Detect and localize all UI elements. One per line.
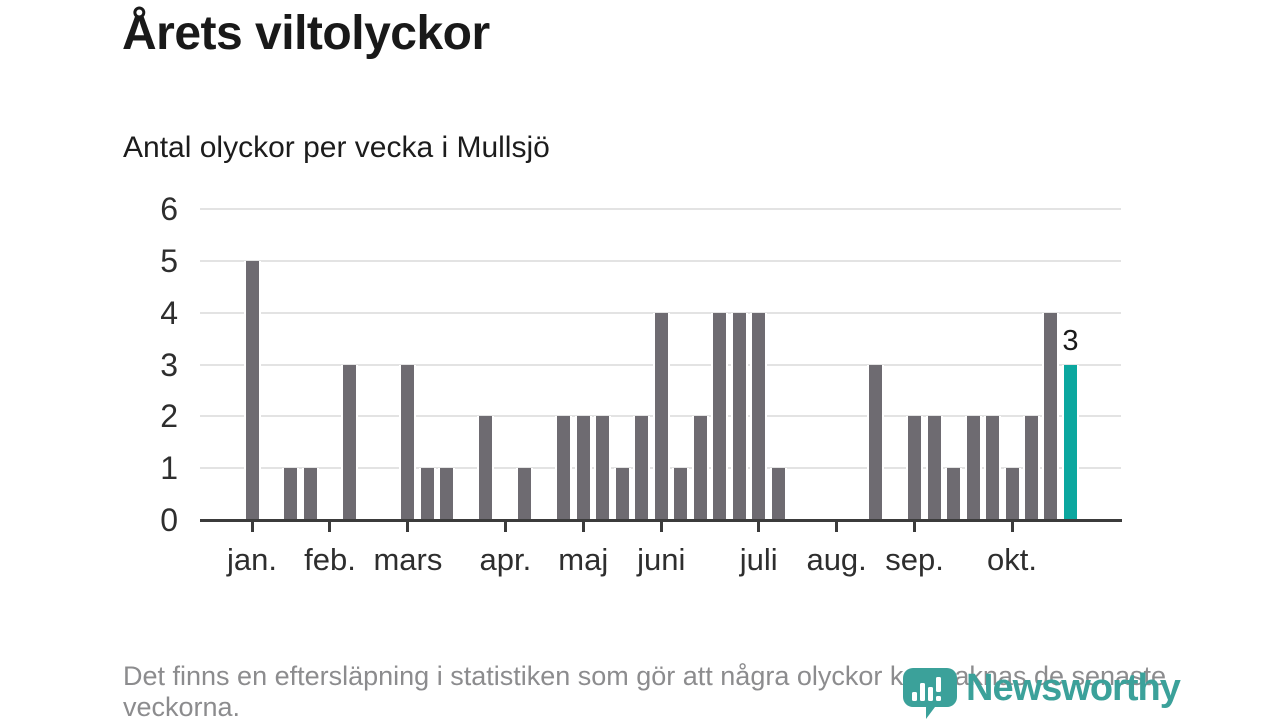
newsworthy-wordmark: Newsworthy <box>966 667 1181 709</box>
bar-week-43 <box>1022 416 1040 520</box>
x-axis-label-maj: maj <box>558 542 609 577</box>
x-axis-tick-mars <box>406 521 410 532</box>
bar-week-28 <box>730 312 748 520</box>
bar-week-44 <box>1042 312 1060 520</box>
x-axis-label-aug: aug. <box>806 542 867 577</box>
y-axis-label-5: 5 <box>160 243 178 279</box>
bar-week-6 <box>301 468 319 520</box>
y-axis-label-2: 2 <box>160 398 178 435</box>
gridline-y5 <box>200 260 1121 262</box>
highlight-bar-week-45 <box>1061 364 1079 520</box>
y-axis-label-6: 6 <box>160 191 178 228</box>
x-axis-tick-okt <box>1010 521 1014 532</box>
footer-note: Det finns en eftersläpning i statistiken… <box>123 661 1167 720</box>
x-axis-tick-juni <box>659 521 663 532</box>
bar-week-11 <box>399 364 417 520</box>
bar-week-5 <box>282 468 300 520</box>
newsworthy-pin-icon <box>903 668 957 719</box>
x-axis-tick-apr <box>503 521 507 532</box>
bar-week-29 <box>750 312 768 520</box>
x-axis-label-jan: jan. <box>227 542 277 577</box>
x-axis-label-juli: juli <box>739 542 778 577</box>
bar-week-42 <box>1003 468 1021 520</box>
bar-week-21 <box>594 416 612 520</box>
gridline-y6 <box>200 208 1121 211</box>
y-axis-label-1: 1 <box>160 450 178 487</box>
page-title: Årets viltolyckor <box>122 7 490 60</box>
bar-value-label: 3 <box>1062 324 1079 357</box>
x-axis-label-mars: mars <box>373 542 443 577</box>
bar-week-40 <box>964 416 982 520</box>
bar-week-23 <box>633 416 651 520</box>
bar-week-25 <box>672 468 690 520</box>
bar-week-12 <box>418 468 436 520</box>
bar-week-35 <box>867 364 885 520</box>
x-axis-tick-jan <box>250 521 254 532</box>
x-axis-label-apr: apr. <box>479 542 532 577</box>
bar-week-37 <box>906 416 924 520</box>
y-axis-label-4: 4 <box>160 294 178 331</box>
x-axis-tick-feb <box>328 521 332 532</box>
bar-week-17 <box>516 468 534 520</box>
x-axis-label-okt: okt. <box>987 542 1037 577</box>
x-axis-label-juni: juni <box>637 542 686 577</box>
newsworthy-logo: Newsworthy <box>903 667 1181 720</box>
x-axis-tick-aug <box>835 521 839 532</box>
x-axis-line <box>200 519 1122 522</box>
bar-week-15 <box>477 416 495 520</box>
x-axis-tick-maj <box>581 521 585 532</box>
y-axis-label-3: 3 <box>160 346 178 383</box>
x-axis-tick-juli <box>757 521 761 532</box>
x-axis-tick-sep <box>913 521 917 532</box>
bar-week-22 <box>613 468 631 520</box>
bar-week-26 <box>691 416 709 520</box>
bar-week-13 <box>438 468 456 520</box>
x-axis-label-sep: sep. <box>885 542 944 577</box>
bar-week-19 <box>555 416 573 520</box>
bar-week-27 <box>711 312 729 520</box>
bar-week-3 <box>243 261 261 520</box>
bar-week-24 <box>652 312 670 520</box>
x-axis-label-feb: feb. <box>304 542 356 577</box>
bar-week-30 <box>769 468 787 520</box>
bar-week-41 <box>984 416 1002 520</box>
bar-week-39 <box>945 468 963 520</box>
bar-week-8 <box>340 364 358 520</box>
chart-subtitle: Antal olyckor per vecka i Mullsjö <box>123 131 550 164</box>
bar-week-20 <box>574 416 592 520</box>
y-axis-label-0: 0 <box>160 502 178 538</box>
bar-week-38 <box>925 416 943 520</box>
